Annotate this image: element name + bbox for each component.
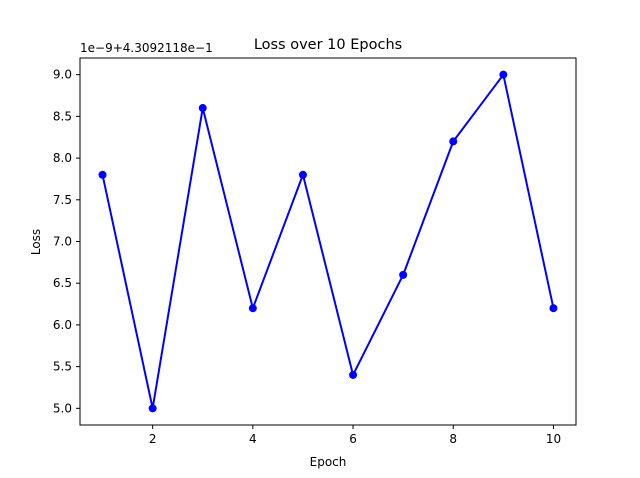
y-tick-label: 5.5 <box>53 360 72 374</box>
data-point <box>98 170 107 179</box>
series-line <box>101 73 555 410</box>
y-tick-label: 6.0 <box>53 318 72 332</box>
data-point <box>399 270 408 279</box>
x-tick-label: 10 <box>546 432 561 446</box>
y-axis-ticks: 5.0 5.5 6.0 6.5 7.0 7.5 8.0 8.5 9.0 <box>53 68 80 415</box>
y-tick-label: 8.5 <box>53 109 72 123</box>
y-axis-label: Loss <box>29 229 43 255</box>
data-point <box>298 170 307 179</box>
x-tick-label: 8 <box>449 432 457 446</box>
x-tick-label: 2 <box>149 432 157 446</box>
data-point <box>349 370 358 379</box>
x-tick-label: 6 <box>349 432 357 446</box>
y-tick-label: 7.5 <box>53 193 72 207</box>
data-point <box>449 137 458 146</box>
x-tick-label: 4 <box>249 432 257 446</box>
y-tick-label: 9.0 <box>53 68 72 82</box>
x-axis-label: Epoch <box>310 455 347 469</box>
data-point <box>549 304 558 313</box>
y-tick-label: 5.0 <box>53 401 72 415</box>
y-tick-label: 8.0 <box>53 151 72 165</box>
y-axis-offset-text: 1e−9+4.3092118e−1 <box>80 41 213 55</box>
y-tick-label: 6.5 <box>53 276 72 290</box>
data-point <box>148 404 157 413</box>
data-point <box>248 304 257 313</box>
y-tick-label: 7.0 <box>53 235 72 249</box>
data-point <box>499 70 508 79</box>
axes-frame <box>79 57 577 426</box>
series-layer <box>98 70 558 413</box>
chart-title: Loss over 10 Epochs <box>254 37 402 53</box>
x-axis-ticks: 2 4 6 8 10 <box>149 425 561 446</box>
data-point <box>198 104 207 113</box>
plot-area: 2 4 6 8 10 5.0 5.5 6.0 6.5 7.0 7.5 8.0 8.5 9.0 <box>53 57 577 446</box>
